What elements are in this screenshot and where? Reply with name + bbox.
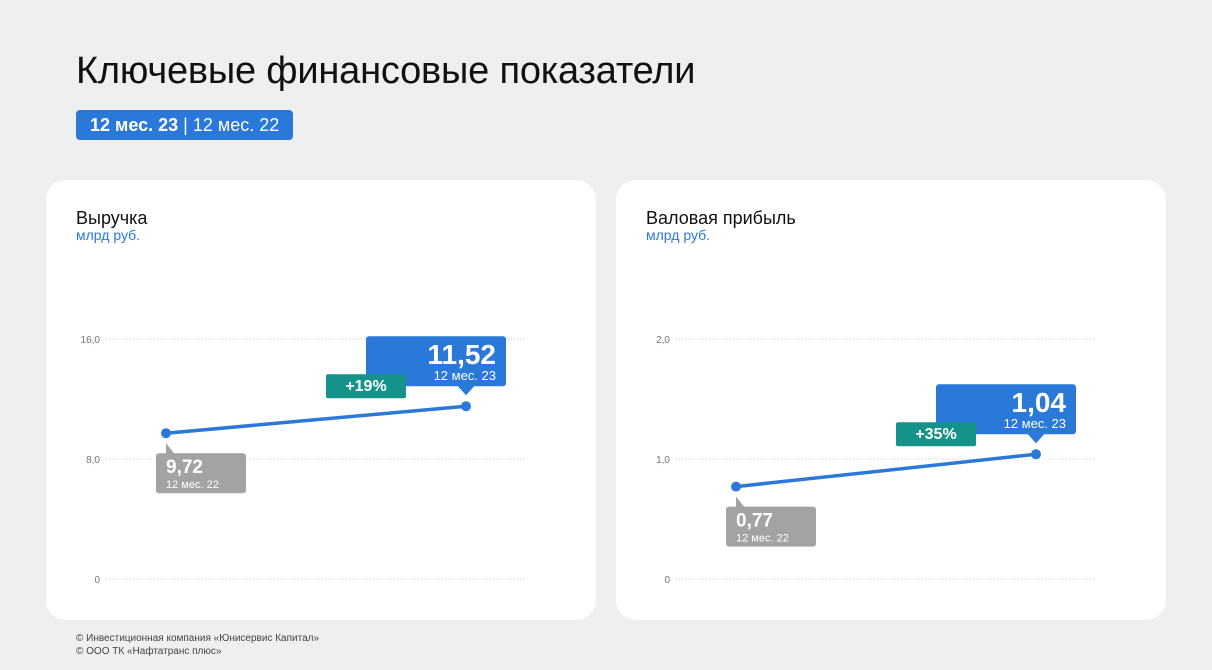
period-previous: 12 мес. 22 [192, 114, 280, 135]
current-value-label: 1,04 [1012, 387, 1067, 418]
copyright-line-1: © Инвестиционная компания «Юнисервис Кап… [76, 633, 320, 644]
period-separator: | [183, 114, 188, 135]
y-tick-label: 0 [664, 575, 670, 586]
y-tick-label: 1,0 [656, 455, 670, 466]
current-label-pointer [1027, 433, 1045, 444]
current-period-label: 12 мес. 23 [1004, 416, 1066, 431]
previous-period-label: 12 мес. 22 [736, 533, 789, 545]
point-previous [731, 481, 741, 492]
previous-value-label: 0,77 [736, 511, 773, 532]
footer: © Инвестиционная компания «Юнисервис Кап… [76, 632, 319, 658]
y-tick-label: 2,0 [656, 335, 670, 346]
current-label-box [936, 384, 1076, 435]
copyright-line-2: © ООО ТК «Нафтатранс плюс» [76, 646, 222, 657]
revenue-unit: млрд руб. [76, 227, 141, 243]
growth-label: +19% [345, 378, 386, 395]
previous-label-box [156, 453, 246, 494]
point-current [1031, 449, 1041, 460]
current-label-pointer [457, 385, 475, 396]
gross-profit-card: Валовая прибыль млрд руб. 0 1,0 2,0 0,77 12 … [616, 180, 1166, 620]
y-tick-label: 8,0 [86, 455, 100, 466]
revenue-card: Выручка млрд руб. 0 8,0 16,0 9,72 12 мес. 22… [46, 180, 596, 620]
gross-profit-unit: млрд руб. [646, 227, 711, 243]
previous-label-pointer [166, 443, 175, 455]
gross-profit-title: Валовая прибыль [646, 208, 796, 228]
previous-period-label: 12 мес. 22 [166, 479, 219, 491]
series-line [164, 404, 468, 435]
point-current [461, 401, 471, 412]
previous-label-pointer [736, 496, 745, 508]
series-line [734, 452, 1038, 489]
growth-badge [326, 374, 406, 399]
y-tick-label: 0 [94, 575, 100, 586]
point-previous [161, 428, 171, 439]
y-tick-label: 16,0 [81, 335, 101, 346]
previous-label-box [726, 506, 816, 547]
page-title: Ключевые финансовые показатели [76, 50, 696, 92]
period-current: 12 мес. 23 [90, 114, 179, 135]
current-label-box [366, 336, 506, 387]
revenue-title: Выручка [76, 208, 148, 228]
period-badge: 12 мес. 23 | 12 мес. 22 [76, 110, 294, 140]
previous-value-label: 9,72 [166, 457, 203, 478]
growth-badge [896, 422, 976, 447]
current-period-label: 12 мес. 23 [434, 368, 496, 383]
growth-label: +35% [915, 426, 956, 443]
current-value-label: 11,52 [427, 339, 496, 370]
